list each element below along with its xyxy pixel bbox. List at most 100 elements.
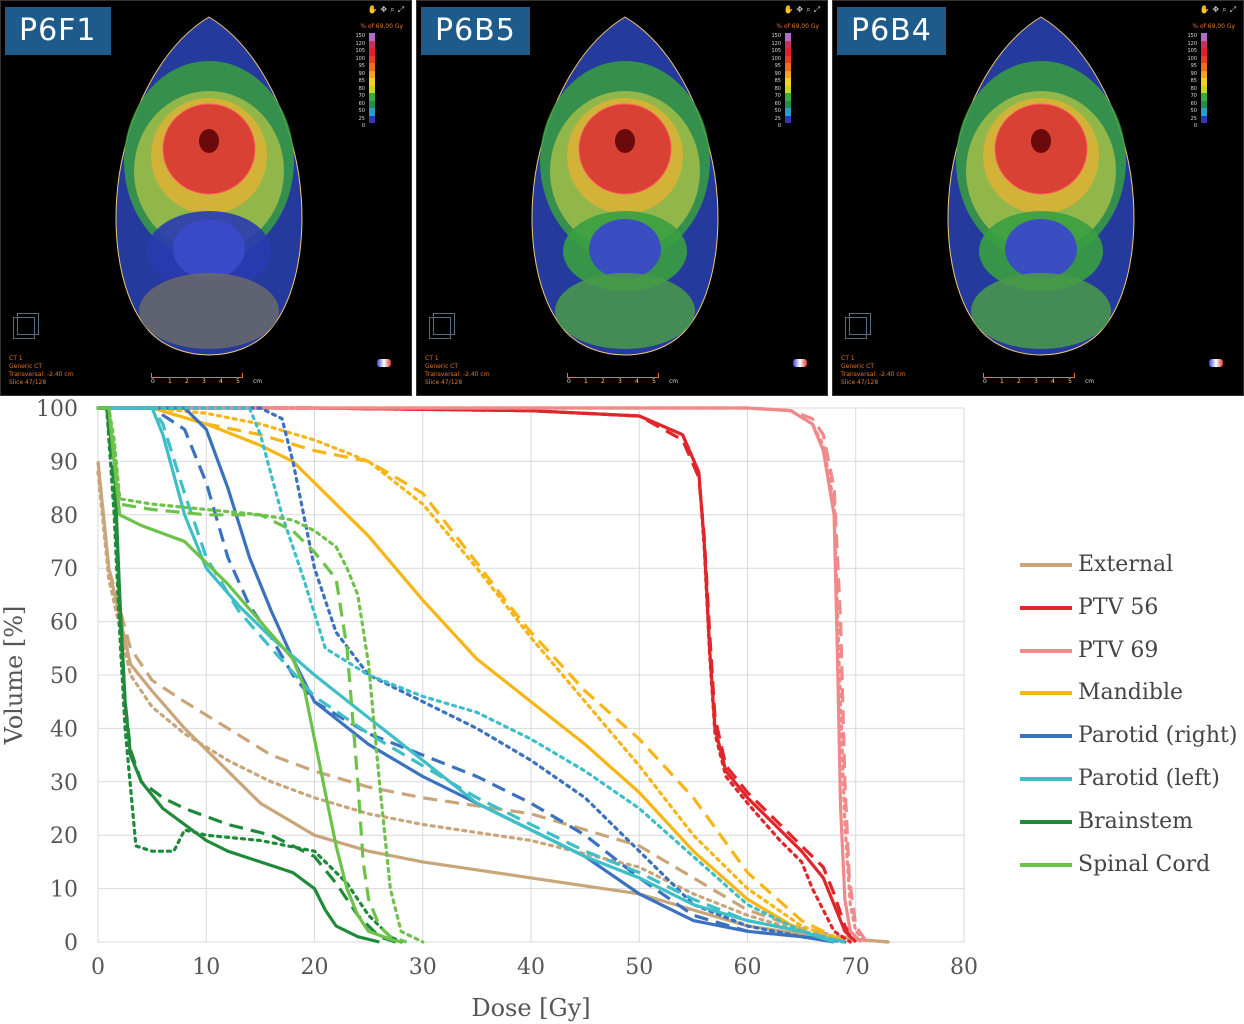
dose-scale-swatch bbox=[785, 93, 791, 101]
ruler-tick: 3 bbox=[618, 378, 622, 385]
dose-scale-label: 60 bbox=[1190, 100, 1197, 107]
y-tick-label: 70 bbox=[50, 557, 78, 582]
y-tick-label: 100 bbox=[36, 398, 78, 422]
ruler-bar bbox=[983, 373, 1075, 378]
x-tick-label: 40 bbox=[517, 955, 545, 980]
dose-scale-swatch bbox=[1201, 108, 1207, 116]
series-external-dashed bbox=[96, 461, 889, 944]
dose-scale-label: 105 bbox=[355, 48, 365, 54]
dose-scale-label: 90 bbox=[774, 70, 781, 77]
legend-label: Brainstem bbox=[1078, 808, 1194, 834]
ruler-tick: 0 bbox=[983, 378, 987, 385]
dose-scale-label: 95 bbox=[1190, 63, 1197, 69]
image-info-line: CT 1 bbox=[425, 355, 439, 362]
image-info-line: Slice 47/128 bbox=[841, 379, 879, 386]
color-wash-icon[interactable] bbox=[793, 359, 807, 367]
dose-scale-swatch bbox=[1201, 100, 1207, 109]
viewer-toolbar[interactable]: ✋✥⌕⤢ bbox=[783, 5, 823, 15]
hand-icon[interactable]: ✋ bbox=[1199, 5, 1213, 14]
legend-swatch bbox=[1020, 819, 1072, 824]
dose-scale-swatch bbox=[785, 85, 791, 94]
plan-label: P6B4 bbox=[837, 7, 946, 55]
plan-label: P6B5 bbox=[421, 7, 530, 55]
pan-icon[interactable]: ✥ bbox=[796, 5, 807, 14]
color-wash-icon[interactable] bbox=[1209, 359, 1223, 367]
legend-swatch bbox=[1020, 648, 1072, 653]
zoom-icon[interactable]: ⌕ bbox=[390, 5, 398, 14]
dose-scale-swatch bbox=[369, 100, 375, 109]
dose-scale-label: 150 bbox=[355, 33, 365, 39]
dose-scale-label: 95 bbox=[774, 63, 781, 69]
dose-scale-label: 80 bbox=[774, 85, 781, 92]
legend-item: External bbox=[1020, 552, 1244, 577]
legend-swatch bbox=[1020, 563, 1072, 567]
dose-scale-swatch bbox=[369, 85, 375, 94]
image-info: CT 1 Generic CT Transversal: -2.40 cm Slice… bbox=[9, 355, 74, 387]
hand-icon[interactable]: ✋ bbox=[367, 5, 381, 14]
legend-item: Brainstem bbox=[1020, 808, 1244, 834]
legend-label: Parotid (right) bbox=[1078, 723, 1238, 749]
plan-label: P6F1 bbox=[5, 7, 111, 55]
x-tick-label: 0 bbox=[91, 955, 105, 980]
legend-swatch bbox=[1020, 862, 1072, 867]
ruler-ticks: 0 1 2 3 4 5 cm bbox=[567, 378, 687, 385]
pan-icon[interactable]: ✥ bbox=[1212, 5, 1223, 14]
image-info: CT 1 Generic CT Transversal: -2.40 cm Slice… bbox=[425, 355, 490, 387]
pan-icon[interactable]: ✥ bbox=[380, 5, 391, 14]
dose-scale-label: 95 bbox=[358, 63, 365, 69]
dose-scale-swatch bbox=[785, 63, 791, 71]
expand-icon[interactable]: ⤢ bbox=[1229, 5, 1239, 14]
ruler-tick: 4 bbox=[219, 378, 223, 385]
dose-scale-label: 150 bbox=[771, 33, 781, 39]
zoom-icon[interactable]: ⌕ bbox=[1222, 5, 1230, 14]
legend-label: Spinal Cord bbox=[1078, 851, 1211, 877]
orientation-cube-icon[interactable] bbox=[845, 313, 871, 339]
dose-scale-swatch bbox=[1201, 40, 1207, 49]
ruler-tick: 0 bbox=[567, 378, 571, 385]
dose-scale-label: 90 bbox=[358, 70, 365, 77]
dose-scale-swatch bbox=[1201, 63, 1207, 71]
expand-icon[interactable]: ⤢ bbox=[813, 5, 823, 14]
dose-scale-swatch bbox=[785, 78, 791, 86]
ruler-tick: 1 bbox=[584, 378, 588, 385]
ruler-tick: 1 bbox=[168, 378, 172, 385]
ct-dose-image bbox=[947, 16, 1135, 356]
dose-scale-label: 50 bbox=[358, 108, 365, 114]
viewer-toolbar[interactable]: ✋✥⌕⤢ bbox=[367, 5, 407, 15]
dose-scale-swatch bbox=[369, 48, 375, 56]
viewer-toolbar[interactable]: ✋✥⌕⤢ bbox=[1199, 5, 1239, 15]
ruler-tick: 2 bbox=[601, 378, 605, 385]
dose-scale-title: % of 69,00 Gy bbox=[776, 23, 819, 30]
ruler-tick: 3 bbox=[1034, 378, 1038, 385]
hand-icon[interactable]: ✋ bbox=[783, 5, 797, 14]
dose-scale-swatch bbox=[369, 33, 375, 41]
zoom-icon[interactable]: ⌕ bbox=[806, 5, 814, 14]
dose-scale-swatch bbox=[369, 93, 375, 101]
dose-scale-label: 70 bbox=[1190, 93, 1197, 99]
dose-scale-title: % of 69,00 Gy bbox=[1192, 23, 1235, 30]
dose-scale-label: 0 bbox=[777, 123, 781, 129]
legend-label: Mandible bbox=[1078, 680, 1184, 706]
orientation-cube-icon[interactable] bbox=[429, 313, 455, 339]
dose-scale-swatch bbox=[369, 115, 375, 124]
image-info-line: Generic CT bbox=[425, 363, 459, 370]
y-tick-label: 80 bbox=[50, 504, 78, 529]
expand-icon[interactable]: ⤢ bbox=[397, 5, 407, 14]
orientation-cube-icon[interactable] bbox=[13, 313, 39, 339]
legend-item: Spinal Cord bbox=[1020, 851, 1244, 877]
series-parotid-right-solid bbox=[98, 406, 835, 944]
dose-scale-swatch bbox=[785, 40, 791, 49]
color-wash-icon[interactable] bbox=[377, 359, 391, 367]
x-tick-label: 20 bbox=[301, 955, 329, 980]
y-tick-label: 30 bbox=[50, 771, 78, 796]
legend-swatch bbox=[1020, 734, 1072, 739]
legend-item: Mandible bbox=[1020, 680, 1244, 706]
dose-scale-swatch bbox=[1201, 123, 1207, 131]
image-info-line: Transversal: -2.40 cm bbox=[425, 371, 490, 378]
dose-scale-swatch bbox=[785, 70, 791, 79]
dose-scale-label: 85 bbox=[774, 78, 781, 84]
dose-scale-swatch bbox=[1201, 55, 1207, 64]
image-info-line: Transversal: -2.40 cm bbox=[9, 371, 74, 378]
scale-ruler: 0 1 2 3 4 5 cm bbox=[151, 373, 271, 385]
dose-scale-label: 70 bbox=[774, 93, 781, 99]
